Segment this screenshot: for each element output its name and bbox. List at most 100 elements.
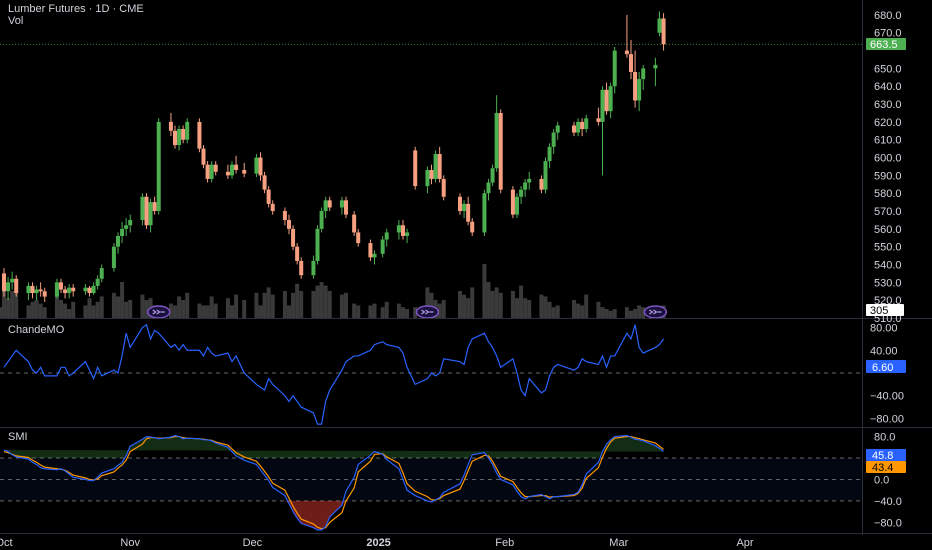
smi-tick-label: −40.0: [874, 496, 902, 508]
volume-bar: [213, 303, 218, 318]
candle-up: [551, 132, 556, 147]
candle-up: [99, 268, 104, 279]
candle-up: [116, 235, 120, 247]
candle-down: [14, 278, 19, 294]
chandemo-pane[interactable]: [0, 323, 862, 425]
candle-down: [624, 50, 629, 55]
volume-bar: [641, 307, 646, 318]
candle-up: [637, 79, 642, 101]
candle-up: [230, 164, 234, 176]
volume-bar: [356, 305, 361, 318]
candle-up: [124, 225, 129, 229]
candle-up: [515, 196, 519, 215]
volume-bar: [543, 296, 548, 318]
volume-bar: [14, 291, 19, 318]
volume-bar: [287, 305, 291, 318]
volume-bar: [168, 303, 173, 318]
candle-down: [629, 54, 633, 72]
volume-bar: [624, 307, 629, 318]
volume-bar: [551, 307, 556, 318]
price-tick-label: 670.0: [874, 28, 902, 40]
chandemo-tick-label: 80.00: [870, 323, 898, 335]
volume-bar: [63, 303, 68, 318]
event-marker-icon[interactable]: [643, 305, 668, 319]
candle-down: [441, 178, 446, 197]
volume-bar: [437, 303, 442, 318]
candle-down: [2, 273, 6, 292]
candle-down: [242, 170, 247, 174]
volume-badge-text: 305: [870, 305, 888, 317]
candle-up: [396, 225, 401, 233]
candle-down: [38, 289, 43, 292]
candle-up: [527, 178, 532, 183]
time-tick-label: Feb: [495, 537, 514, 549]
volume-bar: [177, 296, 182, 318]
time-tick-label: Mar: [609, 537, 628, 549]
candle-up: [111, 246, 116, 269]
volume-bar: [612, 309, 617, 318]
volume-label: Vol: [8, 15, 24, 27]
chandemo-label: ChandeMO: [8, 324, 65, 336]
candle-down: [287, 219, 291, 229]
candle-up: [319, 211, 324, 229]
candle-down: [299, 260, 304, 276]
candle-down: [87, 287, 92, 294]
price-tick-label: 580.0: [874, 188, 902, 200]
event-marker-icon[interactable]: [146, 305, 171, 319]
candle-up: [10, 278, 15, 283]
candle-up: [584, 118, 589, 130]
volume-bar: [99, 296, 104, 318]
candle-down: [429, 170, 434, 179]
price-pane[interactable]: [0, 11, 862, 319]
candle-down: [661, 18, 666, 45]
volume-bar: [425, 287, 430, 318]
volume-bar: [368, 305, 373, 318]
candle-up: [26, 285, 31, 294]
volume-bar: [234, 294, 239, 318]
candle-up: [177, 129, 182, 146]
price-tick-label: 550.0: [874, 242, 902, 254]
volume-bar: [441, 300, 446, 318]
candle-down: [633, 71, 638, 101]
smi-pane[interactable]: [0, 434, 862, 531]
volume-bar: [523, 298, 528, 318]
candle-up: [315, 228, 320, 261]
smi-label: SMI: [8, 431, 28, 443]
volume-bar: [111, 292, 116, 318]
volume-bar: [384, 301, 389, 318]
candle-down: [344, 200, 348, 215]
last-price-badge: 663.5: [866, 38, 906, 51]
candle-up: [490, 168, 495, 183]
event-marker-icon[interactable]: [415, 305, 440, 319]
volume-bar: [54, 292, 59, 318]
candle-up: [494, 112, 499, 169]
volume-bar: [482, 264, 487, 318]
volume-bar: [527, 300, 532, 318]
volume-bar: [315, 285, 320, 318]
candle-down: [59, 282, 63, 290]
volume-bar: [26, 305, 31, 318]
candle-up: [120, 228, 125, 236]
time-tick-label: Apr: [736, 537, 753, 549]
price-tick-label: 540.0: [874, 260, 902, 272]
volume-bar: [59, 300, 63, 318]
volume-bar: [372, 303, 377, 318]
volume-bar: [144, 300, 149, 318]
candle-up: [156, 121, 161, 212]
volume-bar: [230, 305, 234, 318]
candle-up: [608, 86, 613, 112]
candle-up: [148, 202, 153, 226]
smi-oversold-fill: [4, 500, 664, 530]
price-tick-label: 610.0: [874, 135, 902, 147]
volume-bar: [140, 294, 145, 318]
volume-bar: [185, 292, 190, 318]
volume-bar: [254, 292, 259, 318]
candle-down: [604, 89, 609, 112]
volume-bar: [34, 300, 39, 318]
smi-slow-badge: 43.4: [866, 461, 906, 474]
volume-bar: [6, 298, 11, 318]
volume-bar: [576, 303, 581, 318]
candle-up: [462, 203, 467, 212]
volume-bar: [311, 291, 316, 318]
